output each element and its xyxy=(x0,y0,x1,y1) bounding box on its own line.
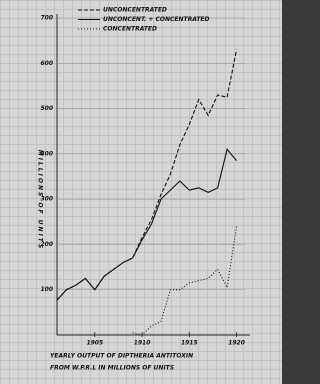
y-tick-label: 700 xyxy=(40,15,53,22)
page: MILLIONS OF UNITS YEARLY OUTPUT OF DIPTH… xyxy=(0,0,282,384)
y-axis-label: MILLIONS OF UNITS xyxy=(37,150,44,250)
graph-paper xyxy=(0,0,282,384)
y-tick-label: 200 xyxy=(40,241,53,248)
y-tick-label: 500 xyxy=(40,105,53,112)
y-tick-label: 100 xyxy=(40,286,53,293)
x-tick-label: 1910 xyxy=(134,340,151,347)
y-tick-label: 600 xyxy=(40,60,53,67)
x-tick-label: 1920 xyxy=(228,340,245,347)
chart-title: YEARLY OUTPUT OF DIPTHERIA ANTITOXIN xyxy=(50,353,193,360)
chart-title: FROM W.P.R.L IN MILLIONS OF UNITS xyxy=(50,365,174,372)
y-tick-label: 300 xyxy=(40,196,53,203)
series-line xyxy=(56,148,237,301)
chart: MILLIONS OF UNITS YEARLY OUTPUT OF DIPTH… xyxy=(37,7,250,372)
legend-label: CONCENTRATED xyxy=(103,26,157,33)
legend-label: UNCONCENTRATED xyxy=(103,7,167,14)
x-tick-label: 1915 xyxy=(181,340,198,347)
legend-label: UNCONCENT. + CONCENTRATED xyxy=(103,16,210,23)
x-tick-label: 1905 xyxy=(86,340,103,347)
y-tick-label: 400 xyxy=(40,150,53,157)
series-line xyxy=(132,226,238,336)
series-line xyxy=(56,49,238,301)
